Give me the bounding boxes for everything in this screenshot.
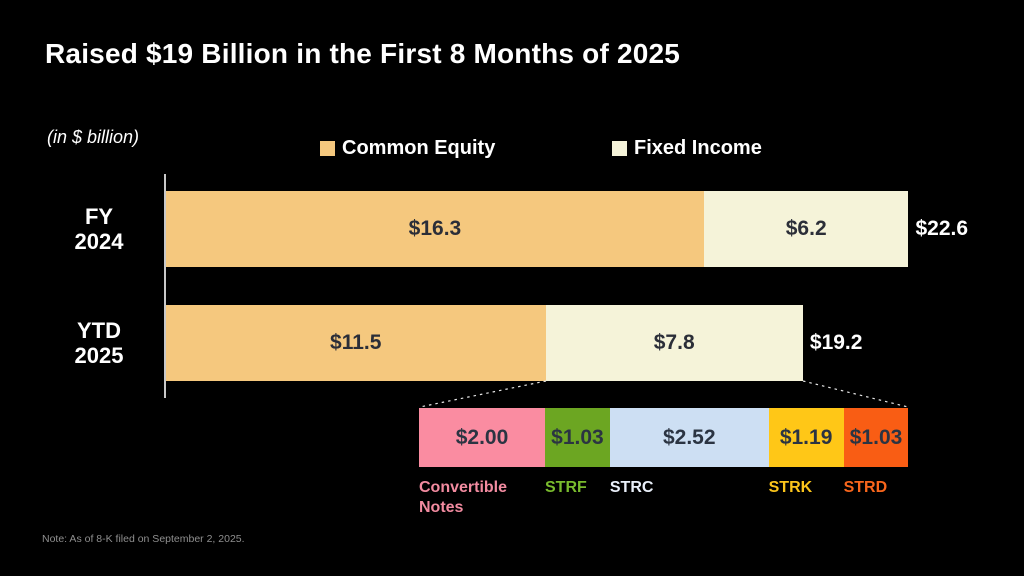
bar-segment-common-equity: $11.5	[166, 305, 546, 381]
bar-segment-common-equity: $16.3	[166, 191, 704, 267]
breakdown-value-label: $2.00	[455, 425, 509, 449]
breakdown-category-label: STRC	[609, 479, 654, 496]
segment-value-label: $11.5	[330, 331, 382, 354]
breakdown-value-label: $1.19	[779, 425, 833, 449]
breakdown-segment-strd: $1.03 STRD	[843, 408, 909, 498]
breakdown-value-label: $2.52	[662, 425, 716, 449]
fixed-income-breakdown-bar: $2.00 Convertible Notes $1.03 STRF $2.52…	[419, 408, 909, 518]
bar-row-fy-2024: FY 2024 $16.3 $6.2 $22.6	[0, 191, 968, 267]
fixed-income-swatch-icon	[612, 140, 627, 156]
connector-line-left	[419, 380, 547, 408]
y-axis-line	[164, 174, 166, 398]
legend-item-common-equity: Common Equity	[320, 137, 495, 159]
breakdown-category-label: STRD	[843, 479, 888, 496]
breakdown-value-label: $1.03	[551, 425, 604, 449]
legend-label: Common Equity	[342, 136, 496, 159]
total-label-fy-2024: $22.6	[915, 217, 969, 240]
breakdown-segment-strk: $1.19 STRK	[768, 408, 844, 498]
bar-row-ytd-2025: YTD 2025 $11.5 $7.8 $19.2	[0, 305, 862, 381]
page-title: Raised $19 Billion in the First 8 Months…	[45, 38, 681, 69]
total-label-ytd-2025: $19.2	[809, 331, 863, 354]
breakdown-category-label: STRF	[545, 479, 587, 496]
legend-item-fixed-income: Fixed Income	[612, 137, 762, 159]
stacked-bar-ytd-2025: $11.5 $7.8	[166, 305, 803, 381]
row-label-ytd-2025: YTD 2025	[74, 318, 124, 368]
stacked-bar-fy-2024: $16.3 $6.2	[166, 191, 909, 267]
segment-value-label: $16.3	[408, 217, 462, 240]
breakdown-segment-strc: $2.52 STRC	[609, 408, 769, 498]
segment-value-label: $6.2	[785, 217, 827, 240]
segment-value-label: $7.8	[653, 331, 695, 354]
bar-segment-fixed-income: $6.2	[703, 191, 909, 267]
breakdown-category-label: Convertible Notes	[419, 479, 508, 516]
legend-label: Fixed Income	[634, 136, 762, 159]
units-note: (in $ billion)	[47, 127, 140, 147]
breakdown-segment-convertible-notes: $2.00 Convertible Notes	[419, 408, 545, 518]
connector-line-right	[802, 380, 909, 408]
row-label-fy-2024: FY 2024	[74, 204, 124, 254]
footnote: Note: As of 8-K filed on September 2, 20…	[42, 533, 245, 545]
bar-segment-fixed-income: $7.8	[545, 305, 803, 381]
breakdown-value-label: $1.03	[849, 425, 903, 449]
breakdown-segment-strf: $1.03 STRF	[545, 408, 610, 498]
common-equity-swatch-icon	[320, 140, 335, 156]
breakdown-category-label: STRK	[768, 479, 813, 496]
